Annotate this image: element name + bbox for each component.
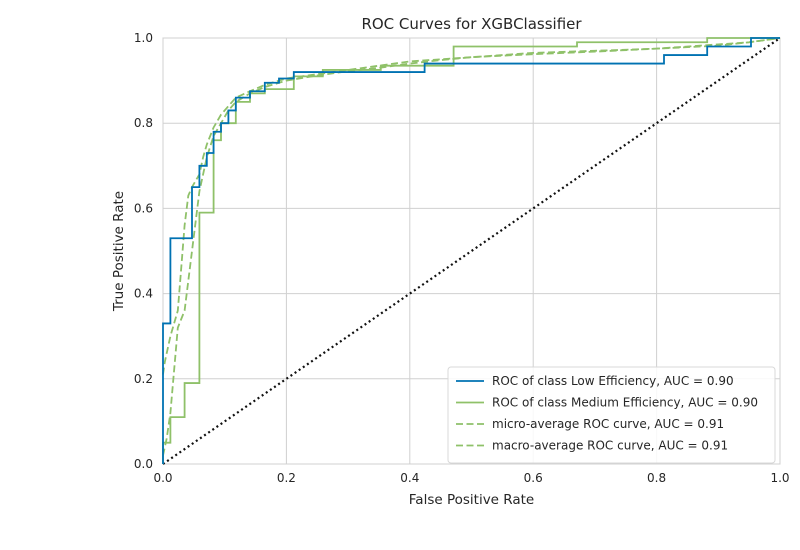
x-axis-label: False Positive Rate (409, 492, 534, 508)
x-tick-label: 0.0 (153, 471, 172, 485)
x-tick-label: 1.0 (770, 471, 789, 485)
y-tick-label: 1.0 (134, 31, 153, 45)
y-tick-label: 0.8 (134, 116, 153, 130)
y-tick-label: 0.6 (134, 201, 153, 215)
legend-entry: macro-average ROC curve, AUC = 0.91 (492, 439, 728, 453)
y-tick-label: 0.4 (134, 287, 153, 301)
series-line-2 (162, 37, 781, 375)
legend-entry: micro-average ROC curve, AUC = 0.91 (492, 417, 724, 431)
x-tick-label: 0.4 (400, 471, 419, 485)
legend-box (447, 366, 776, 464)
series-line-3 (162, 37, 781, 456)
series-layer (162, 37, 781, 465)
legend-entry: ROC of class Medium Efficiency, AUC = 0.… (492, 396, 758, 410)
y-tick-label: 0.0 (134, 457, 153, 471)
x-axis-ticks: 0.0 0.2 0.4 0.6 0.8 1.0 (153, 471, 789, 485)
legend-entry: ROC of class Low Efficiency, AUC = 0.90 (492, 374, 734, 388)
x-tick-label: 0.8 (647, 471, 666, 485)
y-tick-label: 0.2 (134, 372, 153, 386)
legend: ROC of class Low Efficiency, AUC = 0.90 R… (447, 366, 776, 464)
y-axis-ticks: 0.0 0.2 0.4 0.6 0.8 1.0 (134, 31, 153, 471)
chart-title: ROC Curves for XGBClassifier (361, 15, 582, 33)
x-tick-label: 0.6 (524, 471, 543, 485)
x-tick-label: 0.2 (277, 471, 296, 485)
y-axis-label: True Positive Rate (111, 191, 127, 312)
series-line-0 (162, 37, 780, 464)
